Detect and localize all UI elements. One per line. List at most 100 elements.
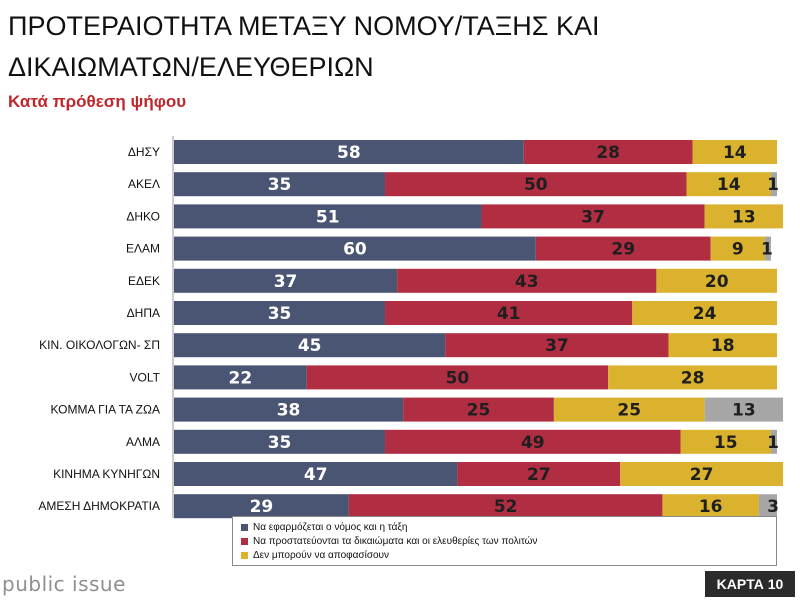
legend-item-law-order: Να εφαρμόζεται ο νόμος και η τάξη: [241, 520, 776, 534]
data-label-rights: 50: [446, 368, 470, 388]
data-label-other: 1: [767, 433, 779, 453]
data-label-undecided: 13: [732, 207, 756, 227]
bar-segment-rights: [397, 268, 657, 293]
bar-segment-undecided: [668, 333, 777, 358]
data-label-undecided: 28: [681, 368, 705, 388]
category-label: ΚΙΝ. ΟΙΚΟΛΟΓΩΝ- ΣΠ: [39, 338, 160, 352]
data-label-undecided: 14: [717, 175, 741, 195]
bar-segment-rights: [535, 236, 711, 261]
data-label-rights: 27: [527, 465, 551, 485]
data-label-rights: 29: [611, 240, 635, 260]
card-badge: ΚΑΡΤΑ 10: [705, 571, 795, 597]
data-label-law-order: 37: [274, 272, 298, 292]
category-labels: ΔΗΣΥ ΑΚΕΛ ΔΗΚΟ ΕΛΑΜ ΕΔΕΚ ΔΗΠΑ ΚΙΝ. ΟΙΚΟΛΟΓΩΝ- …: [38, 145, 160, 513]
data-label-rights: 41: [497, 304, 521, 324]
data-label-law-order: 35: [268, 433, 292, 453]
bar-segment-undecided: [656, 268, 777, 293]
bar-segment-law-order: [174, 429, 386, 454]
bar-segment-law-order: [174, 140, 524, 164]
data-label-other: 1: [767, 175, 779, 195]
chart-subtitle: Κατά πρόθεση ψήφου: [8, 92, 187, 111]
legend-label-undecided: Δεν μπορούν να αποφασίσουν: [253, 549, 390, 561]
data-label-undecided: 9: [732, 240, 744, 260]
legend-label-law-order: Να εφαρμόζεται ο νόμος και η τάξη: [253, 521, 408, 533]
data-label-undecided: 25: [617, 401, 641, 421]
data-label-undecided: 15: [714, 433, 738, 453]
category-label: ΔΗΠΑ: [127, 306, 160, 320]
bar-segment-undecided: [608, 365, 777, 390]
category-label: ΑΛΜΑ: [126, 435, 160, 449]
bar-segment-rights: [481, 204, 705, 229]
bar-segment-undecided: [632, 301, 777, 325]
data-label-other: 1: [761, 240, 773, 260]
data-label-undecided: 14: [723, 143, 747, 163]
bar-segment-law-order: [174, 268, 398, 293]
data-label-law-order: 35: [268, 304, 292, 324]
bar-segment-rights: [523, 140, 693, 164]
bar-segment-undecided: [680, 429, 771, 454]
chart-title: ΠΡΟΤΕΡΑΙΟΤΗΤΑ ΜΕΤΑΞΥ ΝΟΜΟΥ/ΤΑΞΗΣ ΚΑΙ ΔΙΚ…: [8, 11, 600, 82]
data-label-law-order: 38: [277, 401, 301, 421]
bar-segment-law-order: [174, 204, 482, 229]
bar-segment-undecided: [620, 462, 784, 486]
legend-item-undecided: Δεν μπορούν να αποφασίσουν: [241, 548, 776, 562]
legend: Να εφαρμόζεται ο νόμος και η τάξη Να προ…: [232, 516, 777, 566]
bar-segment-law-order: [174, 462, 458, 486]
bar-segment-other: [770, 172, 777, 197]
bar-segment-rights: [385, 429, 681, 454]
bar-segment-rights: [457, 462, 621, 486]
bar-segment-rights: [403, 397, 554, 422]
bar-segment-other: [764, 236, 771, 261]
legend-item-rights: Να προστατεύονται τα δικαιώματα και οι ε…: [241, 534, 776, 548]
data-label-undecided: 20: [705, 272, 729, 292]
data-label-undecided: 24: [693, 304, 717, 324]
legend-label-rights: Να προστατεύονται τα δικαιώματα και οι ε…: [253, 535, 538, 547]
bar-segment-law-order: [174, 172, 386, 197]
data-label-law-order: 47: [304, 465, 328, 485]
bar-segment-undecided: [662, 494, 759, 519]
data-label-rights: 49: [521, 433, 545, 453]
data-label-law-order: 45: [298, 336, 322, 356]
legend-swatch-rights: [241, 537, 248, 545]
data-label-rights: 37: [581, 207, 605, 227]
category-label: ΔΗΣΥ: [128, 145, 160, 159]
category-label: ΕΛΑΜ: [126, 242, 160, 256]
category-label: ΚΙΝΗΜΑ ΚΥΝΗΓΩΝ: [53, 467, 160, 481]
category-label: ΕΔΕΚ: [128, 274, 160, 288]
bar-segment-undecided: [692, 140, 777, 164]
bar-segment-undecided: [686, 172, 771, 197]
legend-swatch-undecided: [241, 551, 248, 559]
data-label-rights: 25: [467, 401, 491, 421]
bar-segment-law-order: [174, 236, 536, 261]
data-label-rights: 37: [545, 336, 569, 356]
bar-segment-rights: [348, 494, 663, 519]
bar-segment-rights: [445, 333, 669, 358]
bar-segment-other: [758, 494, 777, 519]
bar-segment-rights: [385, 301, 633, 325]
data-label-law-order: 35: [268, 175, 292, 195]
brand-logo-text: public issue: [2, 572, 126, 596]
data-label-other: 3: [767, 497, 779, 517]
bar-segment-undecided: [704, 204, 784, 229]
category-label: ΑΚΕΛ: [128, 177, 160, 191]
bar-segment-undecided: [553, 397, 705, 422]
bar-segment-other: [704, 397, 784, 422]
data-label-undecided: 27: [690, 465, 714, 485]
data-label-rights: 28: [596, 143, 620, 163]
bar-segment-law-order: [174, 301, 386, 325]
data-label-law-order: 51: [316, 207, 340, 227]
data-label-law-order: 22: [228, 368, 252, 388]
data-label-law-order: 58: [337, 143, 361, 163]
data-label-rights: 52: [494, 497, 518, 517]
data-label-rights: 50: [524, 175, 548, 195]
bar-segment-law-order: [174, 333, 446, 358]
data-label-law-order: 60: [343, 240, 367, 260]
bar-segment-law-order: [174, 365, 307, 390]
category-label: ΔΗΚΟ: [126, 209, 160, 223]
bar-segment-rights: [306, 365, 609, 390]
bar-segment-law-order: [174, 397, 404, 422]
legend-swatch-law-order: [241, 523, 248, 531]
category-label: ΑΜΕΣΗ ΔΗΜΟΚΡΑΤΙΑ: [38, 499, 160, 513]
